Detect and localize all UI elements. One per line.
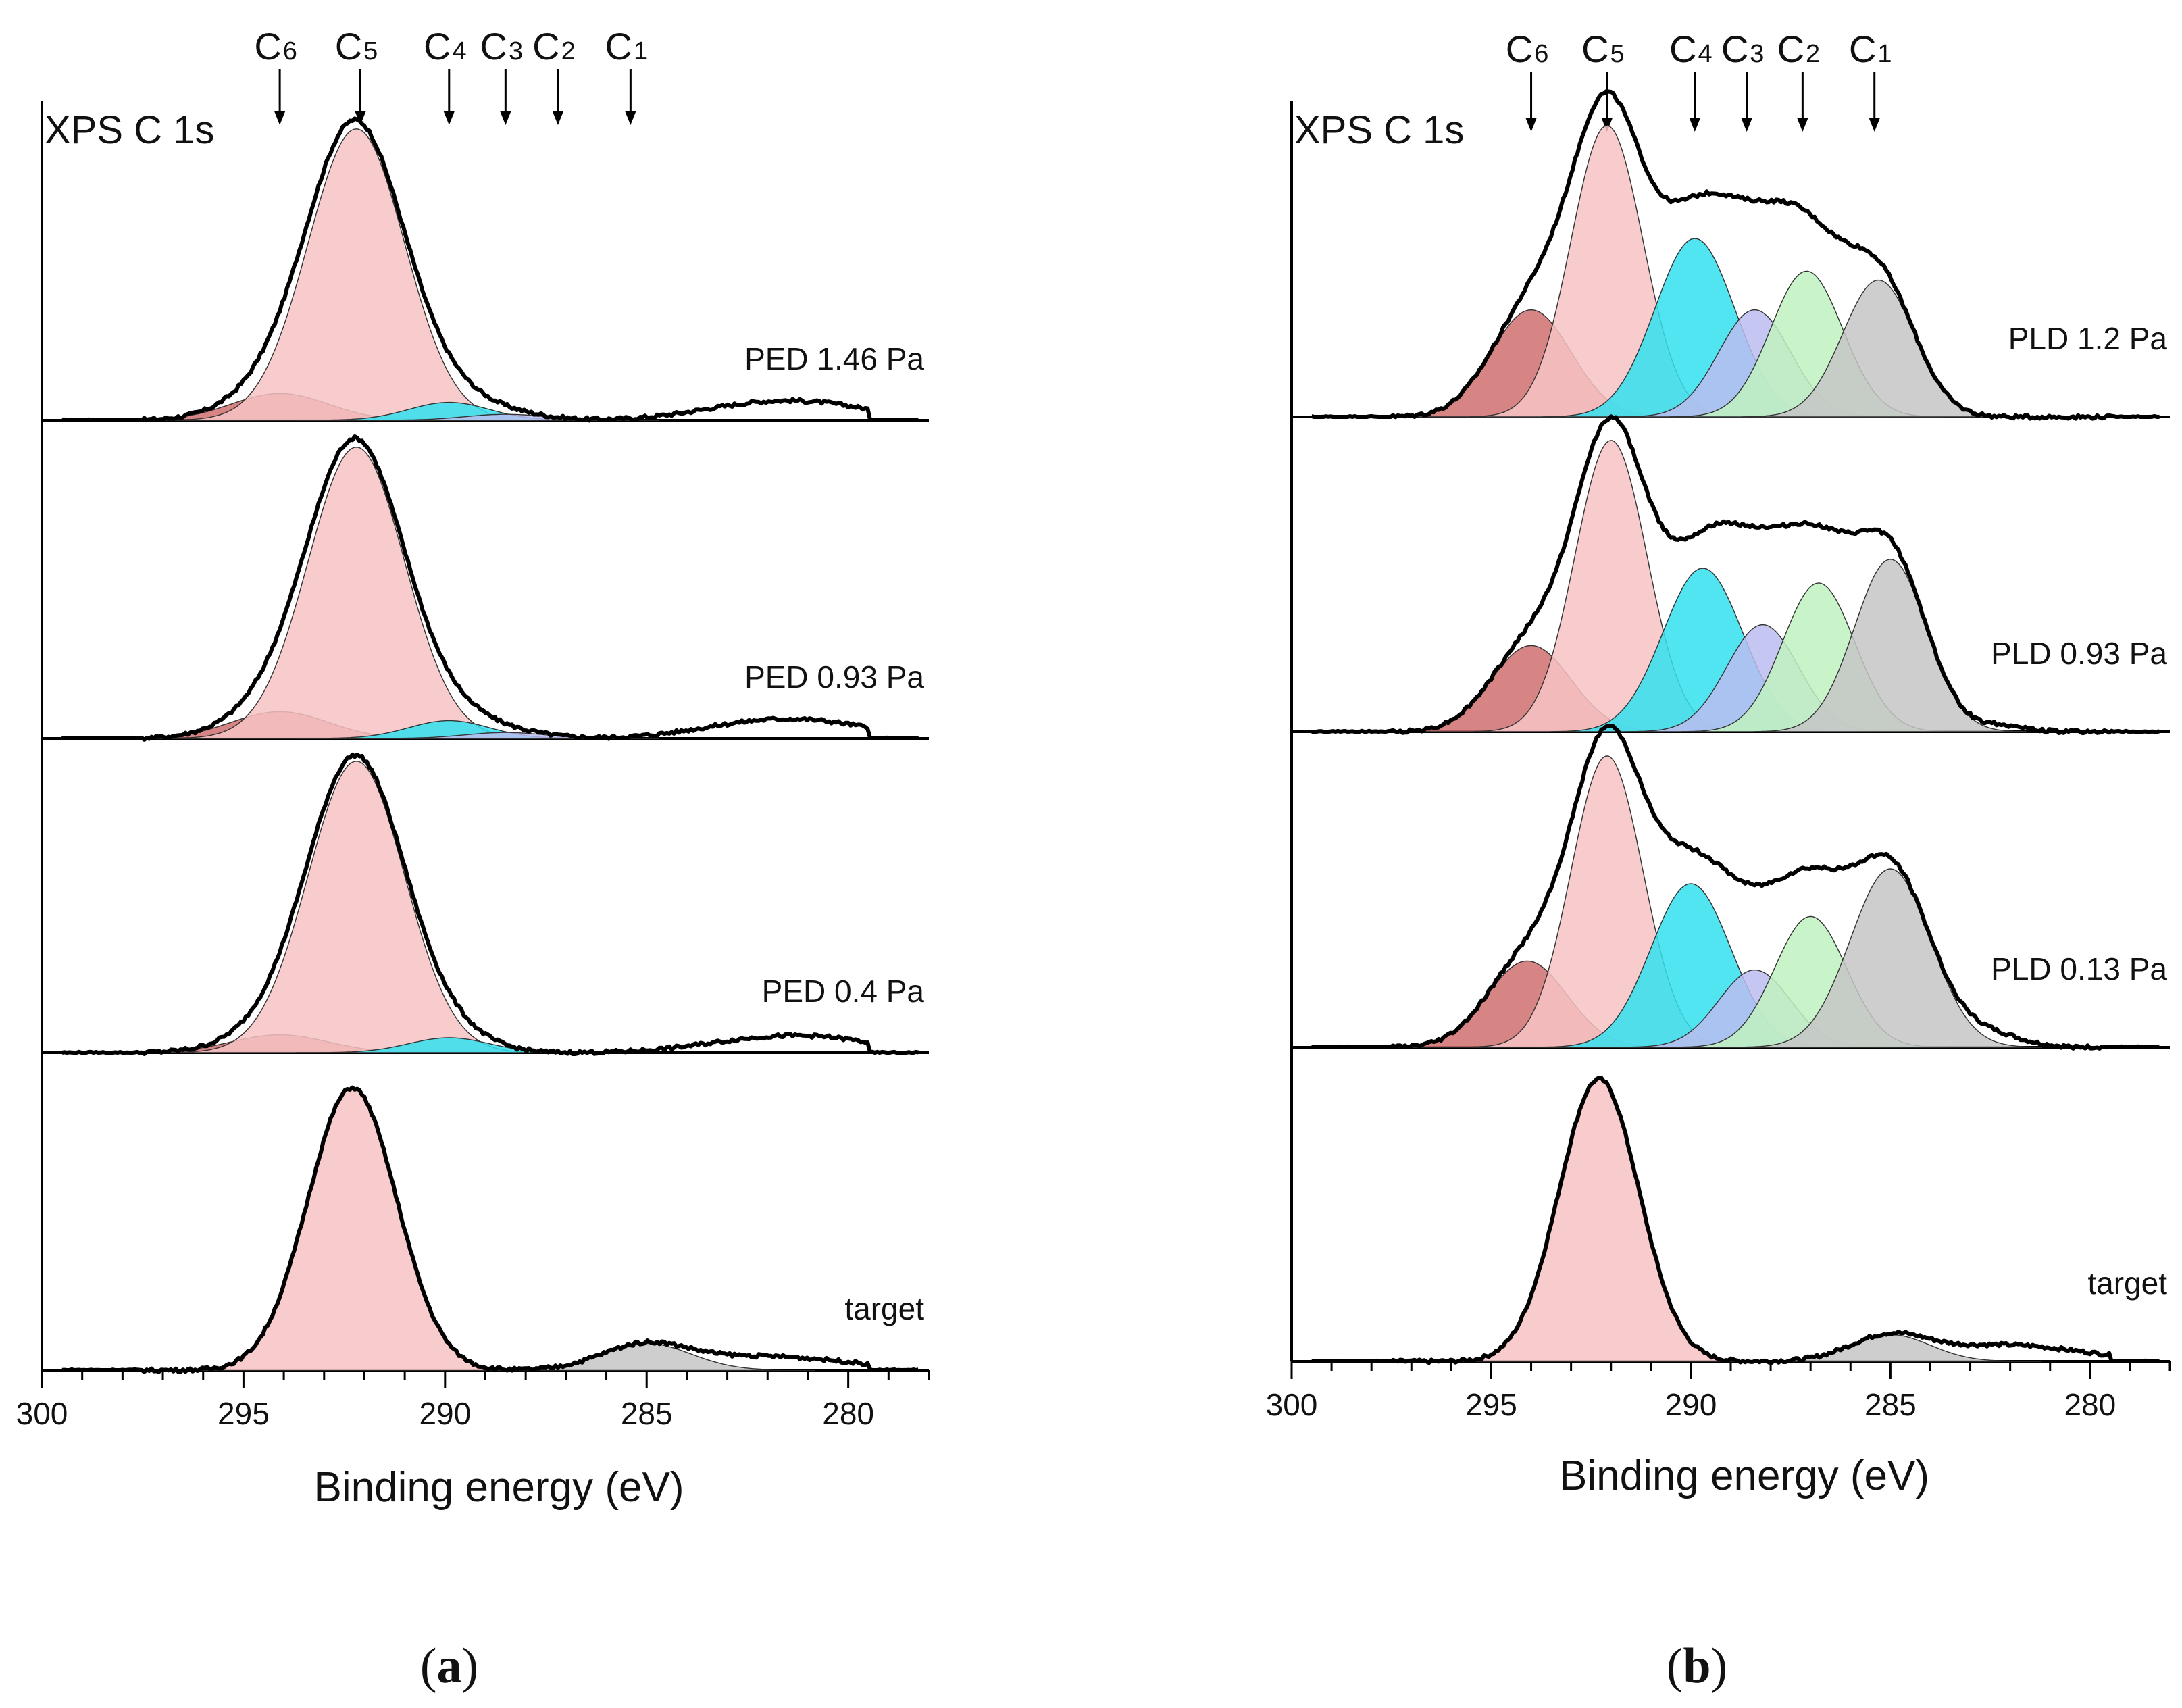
component-peak-c5 [1446,1078,1751,1362]
spectrum-line [1311,414,2160,736]
x-tick-label: 280 [822,1396,874,1431]
x-tick-label: 285 [1864,1387,1917,1422]
peak-marker-arrowhead [1689,118,1700,132]
sample-label: PLD 0.13 Pa [1991,951,2167,986]
peak-marker-arrowhead [625,111,636,125]
peak-marker-arrowhead [274,111,286,125]
peak-marker-label: C2 [1777,28,1821,70]
chart-title: XPS C 1s [45,108,214,152]
x-tick-label: 295 [218,1396,270,1431]
x-tick-label: 285 [621,1396,673,1431]
spectrum-line [61,752,919,1056]
x-axis-label: Binding energy (eV) [1559,1453,1929,1499]
spectrum-line [1311,724,2160,1051]
peak-marker-label: C6 [1506,28,1549,70]
x-tick-label: 300 [1266,1387,1318,1422]
peak-marker-arrowhead [1797,118,1808,132]
peak-marker-arrowhead [443,111,455,125]
panel-caption: (b) [1667,1638,1727,1694]
sample-label: PED 1.46 Pa [744,341,924,376]
peak-marker-label: C4 [1669,28,1712,70]
component-peak-c1 [1738,868,2042,1048]
sample-label: PLD 1.2 Pa [2008,321,2168,356]
peak-marker-label: C4 [424,25,467,68]
x-tick-label: 300 [16,1396,68,1431]
chart-title: XPS C 1s [1294,108,1464,152]
peak-marker-arrowhead [1869,118,1880,132]
peak-marker-label: C5 [1581,28,1625,70]
sample-label: PED 0.4 Pa [762,974,925,1009]
peak-marker-label: C6 [254,25,297,68]
x-tick-label: 280 [2064,1387,2116,1422]
peak-marker-label: C3 [480,25,524,68]
panel-b: 300 295 290 285 280 Binding energy (eV) XPS C … [1266,28,2171,1694]
panel-caption: (a) [420,1638,478,1694]
spectrum-line [1311,89,2160,421]
spectrum-line [1311,1076,2160,1365]
panel-a: 300 295 290 285 280 Binding energy (eV) XPS C … [16,25,930,1694]
spectrum-line [61,434,919,742]
x-tick-label: 295 [1465,1387,1517,1422]
component-peak-c5 [172,761,540,1053]
spectrum-line [61,116,919,423]
peak-marker-label: C5 [335,25,378,68]
peak-marker-arrowhead [500,111,511,125]
x-axis-label: Binding energy (eV) [314,1464,684,1511]
peak-marker-label: C1 [605,25,649,68]
x-tick-label: 290 [419,1396,471,1431]
sample-label: PED 0.93 Pa [744,659,924,695]
peak-marker-label: C2 [532,25,576,68]
component-peak-c5 [172,128,540,421]
peak-marker-arrowhead [552,111,563,125]
sample-label: PLD 0.93 Pa [1991,636,2167,671]
peak-marker-arrowhead [1525,118,1537,132]
component-peak-c5 [172,447,540,739]
component-peak-c5 [183,1087,522,1371]
peak-marker-arrowhead [355,111,366,125]
peak-marker-label: C3 [1721,28,1765,70]
spectrum-line [61,1085,919,1374]
peak-marker-arrowhead [1741,118,1752,132]
component-peak-c1 [1753,559,2027,732]
peak-marker-arrowhead [1601,118,1613,132]
component-peak-c1 [1738,1334,2042,1362]
sample-label: target [844,1291,924,1326]
x-tick-label: 290 [1665,1387,1717,1422]
peak-marker-label: C1 [1849,28,1892,70]
sample-label: target [2087,1265,2167,1301]
